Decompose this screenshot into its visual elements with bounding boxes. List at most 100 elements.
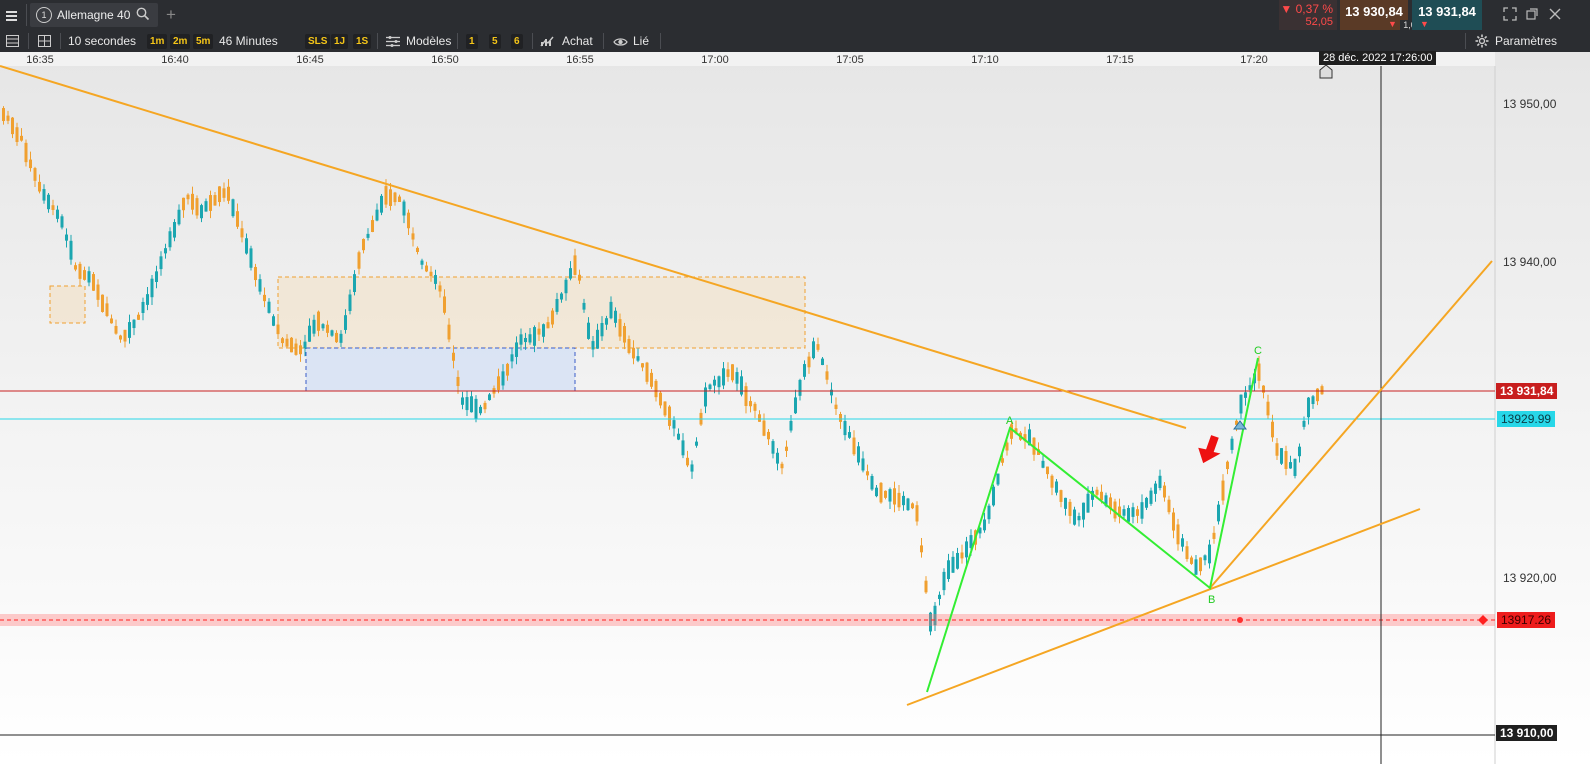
stop-level-handle[interactable] xyxy=(1237,617,1243,623)
tf-1j-button[interactable]: 1J xyxy=(331,34,349,49)
candle-bullish xyxy=(366,233,370,238)
linked-button[interactable]: Lié xyxy=(633,34,650,48)
menu-icon[interactable] xyxy=(6,9,17,23)
candle-bearish xyxy=(866,471,869,476)
tf-5m-button[interactable]: 5m xyxy=(193,34,214,49)
search-icon[interactable] xyxy=(136,7,150,24)
candle-bullish xyxy=(794,397,797,414)
price-chart[interactable]: 16:35 16:40 16:45 16:50 16:55 17:00 17:0… xyxy=(0,51,1590,764)
candle-bearish xyxy=(411,233,415,240)
candle-bearish xyxy=(281,338,284,344)
candle-bearish xyxy=(762,420,766,436)
candle-bearish xyxy=(834,404,838,409)
candle-bullish xyxy=(956,552,959,569)
candle-bullish xyxy=(938,594,941,600)
qty-6-button[interactable]: 6 xyxy=(511,34,523,49)
candle-bearish xyxy=(92,274,95,291)
candle-bullish xyxy=(528,334,532,343)
stop-level-drag-icon[interactable] xyxy=(1478,615,1488,625)
tf-1m-button[interactable]: 1m xyxy=(147,34,168,49)
candle-bearish xyxy=(1014,428,1018,434)
candle-bullish xyxy=(519,334,523,345)
candle-bullish xyxy=(344,315,347,330)
abc-pattern[interactable] xyxy=(926,357,1259,693)
candle-bullish xyxy=(1217,504,1220,522)
candle-bearish xyxy=(623,326,626,343)
uptrend-line-steep[interactable] xyxy=(1209,260,1493,589)
top-bar: 1 Allemagne 40 + ▼ 0,37 % 52,05 13 930,8… xyxy=(0,0,1590,31)
candle-bearish xyxy=(839,414,842,422)
candle-bullish xyxy=(1248,385,1252,390)
candle-bearish xyxy=(105,303,109,316)
tf-sls-button[interactable]: SLS xyxy=(305,34,331,49)
candle-bullish xyxy=(1280,448,1283,464)
link-eye-icon xyxy=(613,36,628,50)
candle-bearish xyxy=(335,332,338,343)
candle-bullish xyxy=(87,271,91,283)
candle-bearish xyxy=(1257,363,1261,381)
candle-bearish xyxy=(1320,386,1324,395)
time-tick: 17:05 xyxy=(836,54,864,66)
detach-icon[interactable] xyxy=(1526,8,1538,23)
candle-bearish xyxy=(285,338,289,347)
candle-bullish xyxy=(888,489,892,502)
candle-bearish xyxy=(407,212,410,229)
uptrend-line-lower[interactable] xyxy=(906,508,1421,706)
close-icon[interactable] xyxy=(1549,8,1561,23)
gear-icon[interactable] xyxy=(1475,34,1489,51)
buy-price-button[interactable]: 13 931,84 ▼ xyxy=(1412,0,1482,30)
candle-bearish xyxy=(1050,475,1054,488)
models-button[interactable]: Modèles xyxy=(406,34,452,48)
candle-bullish xyxy=(542,324,545,337)
tf-1s-button[interactable]: 1S xyxy=(353,34,372,49)
candle-bearish xyxy=(114,325,118,334)
expand-icon[interactable] xyxy=(1503,7,1517,24)
timeframe-select[interactable]: 10 secondes xyxy=(68,34,137,48)
qty-5-button[interactable]: 5 xyxy=(489,34,501,49)
candle-bullish xyxy=(614,310,617,323)
toolbar-separator xyxy=(603,33,604,49)
candle-bullish xyxy=(1086,493,1090,513)
candle-bullish xyxy=(740,376,743,395)
buy-order-button[interactable]: Achat xyxy=(562,34,593,48)
candle-bullish xyxy=(933,605,937,626)
candle-bearish xyxy=(1199,557,1202,572)
duration-select[interactable]: 46 Minutes xyxy=(219,34,278,48)
candle-bearish xyxy=(213,195,217,206)
candle-bearish xyxy=(1023,434,1027,442)
candle-bearish xyxy=(1266,401,1270,416)
candle-bullish xyxy=(69,240,73,260)
candle-bullish xyxy=(969,535,973,548)
candle-bearish xyxy=(38,181,41,192)
candle-bullish xyxy=(713,379,716,386)
candle-bearish xyxy=(294,343,298,355)
candle-bearish xyxy=(960,552,964,559)
candle-bearish xyxy=(182,197,185,211)
candle-bearish xyxy=(438,285,442,292)
candle-bullish xyxy=(245,238,248,254)
settings-button[interactable]: Paramètres xyxy=(1495,34,1558,48)
change-absolute: 52,05 xyxy=(1305,16,1333,28)
sidebar-toggle-icon[interactable] xyxy=(6,35,19,50)
sell-price-button[interactable]: 13 930,84 ▼ xyxy=(1340,0,1408,30)
candle-bullish xyxy=(564,279,568,294)
candle-bullish xyxy=(1298,446,1301,457)
candle-bullish xyxy=(582,302,586,310)
candle-bearish xyxy=(1271,421,1274,438)
toolbar-separator xyxy=(532,33,533,49)
downtrend-line[interactable] xyxy=(0,65,1187,429)
toolbar-separator xyxy=(1465,33,1466,49)
candle-bearish xyxy=(240,228,244,238)
add-tab-button[interactable]: + xyxy=(166,5,176,24)
tf-2m-button[interactable]: 2m xyxy=(170,34,191,49)
candle-bullish xyxy=(173,222,176,238)
qty-1-button[interactable]: 1 xyxy=(466,34,478,49)
layout-grid-icon[interactable] xyxy=(38,35,51,50)
candle-bullish xyxy=(906,498,910,511)
candle-bearish xyxy=(119,335,122,340)
candle-bullish xyxy=(555,299,559,312)
candle-bearish xyxy=(51,205,55,210)
instrument-tab[interactable]: 1 Allemagne 40 xyxy=(30,3,158,27)
cyan-level-tag: 13929.99 xyxy=(1497,411,1556,427)
alert-marker-icon[interactable] xyxy=(1233,420,1247,430)
